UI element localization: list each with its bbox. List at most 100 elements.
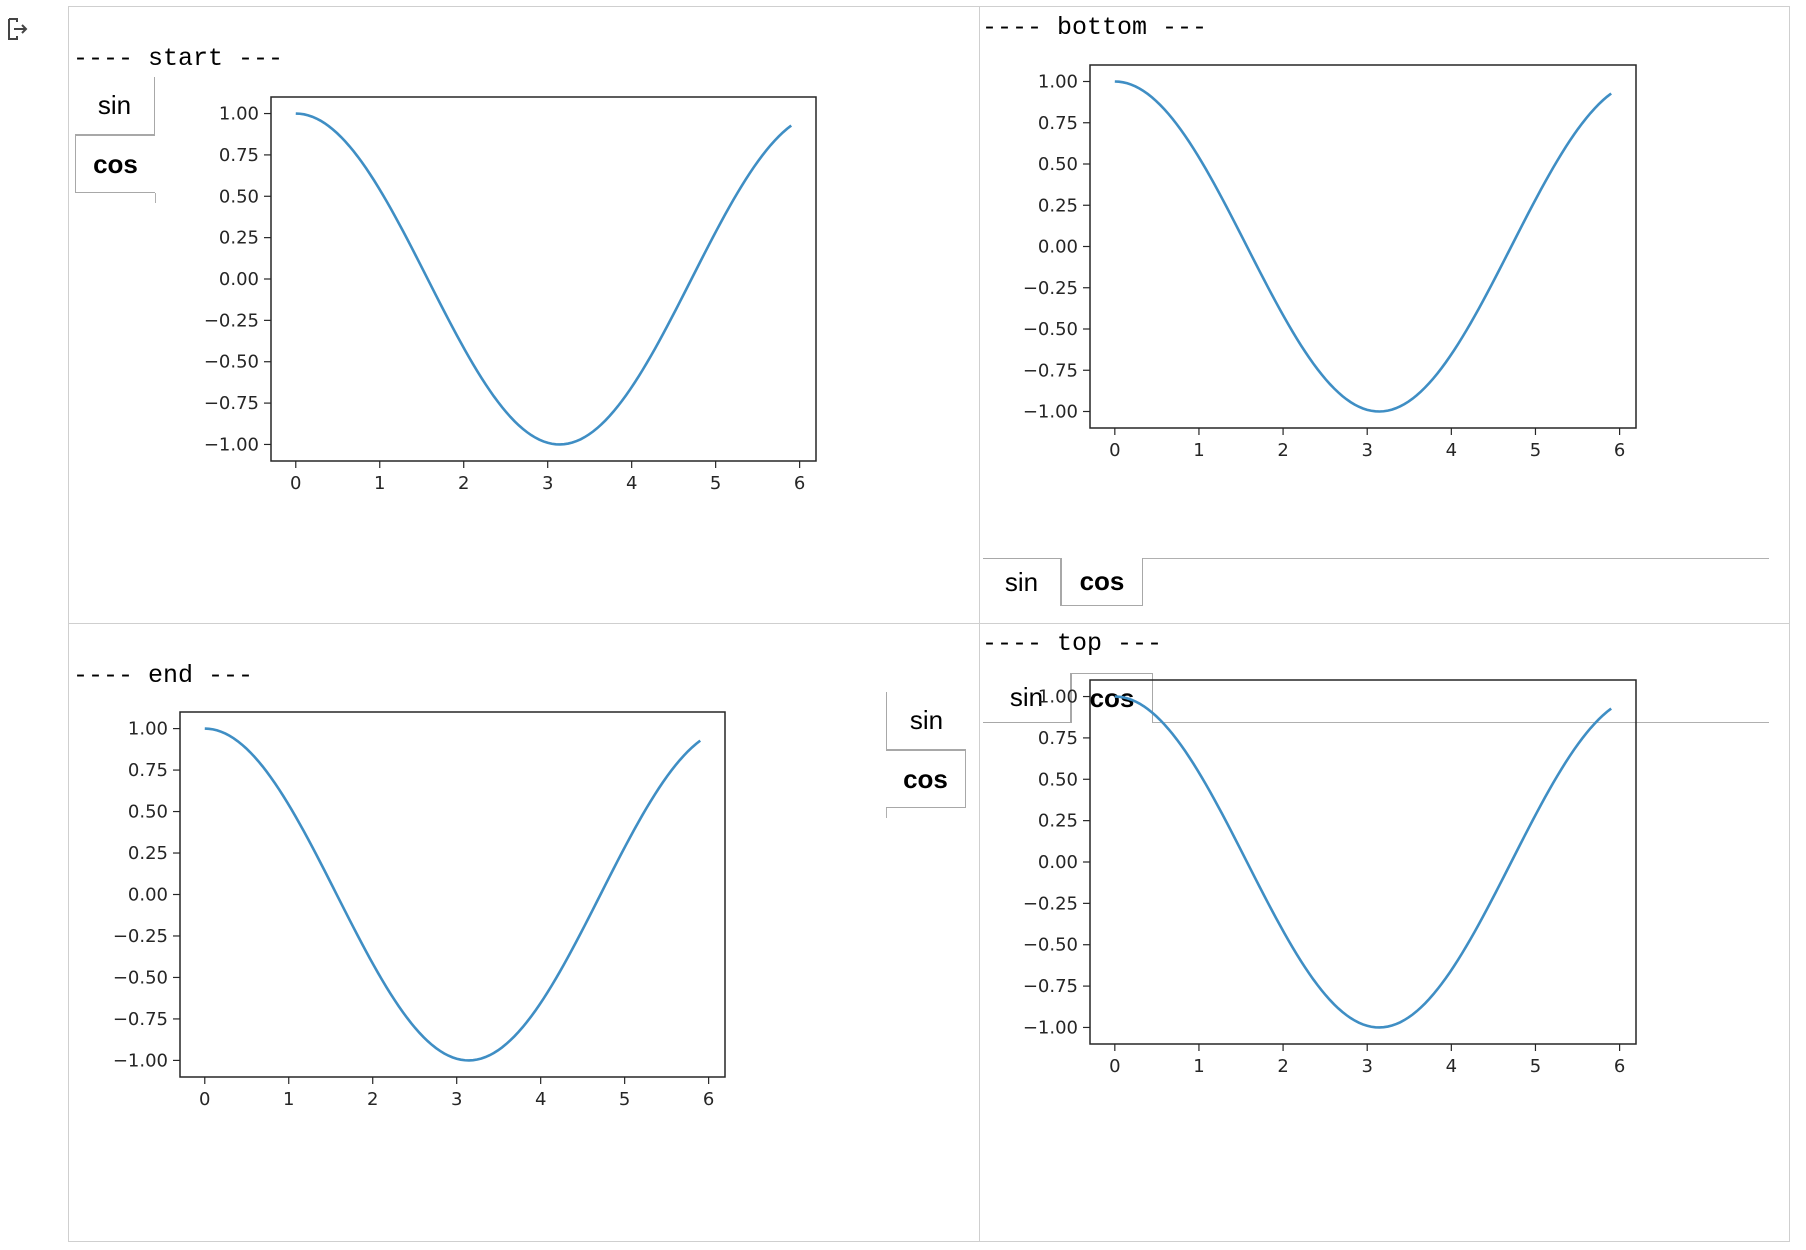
- x-tick-label: 6: [703, 1089, 714, 1110]
- y-tick-label: −0.50: [1023, 319, 1078, 340]
- grid-divider-horizontal: [68, 623, 1790, 624]
- caption-start: ---- start ---: [73, 44, 284, 73]
- y-tick-label: 0.25: [1038, 811, 1078, 832]
- y-tick-label: 0.00: [128, 885, 168, 906]
- x-tick-label: 5: [710, 473, 721, 494]
- x-tick-label: 3: [542, 473, 553, 494]
- y-tick-label: −0.50: [113, 967, 168, 988]
- chart-bottom-group: 0 1 2 3 4 5 6 1.00 0.75 0.50 0.25 0.00 −0.25 −0.50 −0.…: [1023, 64, 1637, 461]
- x-tick-label: 2: [1277, 440, 1288, 461]
- y-tick-label: 0.50: [128, 802, 168, 823]
- y-tick-label: 0.00: [1038, 852, 1078, 873]
- y-tick-label: 0.25: [219, 228, 259, 249]
- x-tick-label: 1: [283, 1089, 294, 1110]
- y-tick-label: −0.25: [1023, 278, 1078, 299]
- x-tick-label: 3: [451, 1089, 462, 1110]
- x-tick-label: 4: [626, 473, 637, 494]
- y-tick-label: −0.75: [204, 393, 259, 414]
- x-tick-label: 2: [458, 473, 469, 494]
- series-line-cos: [1114, 80, 1612, 413]
- tab-end-sin[interactable]: sin: [886, 692, 966, 750]
- x-tick-label: 4: [535, 1089, 546, 1110]
- tab-top-cos[interactable]: cos: [1071, 673, 1153, 723]
- x-tick-label: 1: [1193, 1056, 1204, 1077]
- x-tick-label: 6: [1614, 1056, 1625, 1077]
- panel-start: ---- start --- sin cos 0 1 2 3 4 5 6 1.00 0.75 0.…: [69, 7, 978, 622]
- tab-bottom-rail: [1143, 558, 1769, 559]
- y-tick-label: 0.50: [1038, 769, 1078, 790]
- y-tick-label: 0.75: [128, 760, 168, 781]
- tab-bottom-cos[interactable]: cos: [1061, 558, 1143, 606]
- output-grid: [68, 6, 1790, 1242]
- y-tick-label: −0.75: [113, 1009, 168, 1030]
- x-tick-label: 0: [1109, 440, 1120, 461]
- x-tick-label: 0: [290, 473, 301, 494]
- panel-top: ---- top --- sin cos 0 1 2 3 4 5 6 1.00 0.75 0.50…: [980, 624, 1789, 1241]
- chart-top: 0 1 2 3 4 5 6 1.00 0.75 0.50 0.25 0.00 −0.25 −0.50 −0.…: [1023, 679, 1637, 1077]
- x-tick-label: 4: [1446, 440, 1457, 461]
- y-tick-label: −0.50: [1023, 935, 1078, 956]
- chart-top-group: 0 1 2 3 4 5 6 1.00 0.75 0.50 0.25 0.00 −0.25 −0.50 −0.…: [1023, 679, 1637, 1077]
- y-tick-label: −0.50: [204, 352, 259, 373]
- y-tick-label: −1.00: [113, 1050, 168, 1071]
- y-tick-label: 0.00: [1038, 237, 1078, 258]
- x-tick-label: 1: [1193, 440, 1204, 461]
- chart-end-group: 0 1 2 3 4 5 6 1.00 0.75 0.50 0.25 0.00 −0.25 −0.50 −0.…: [113, 711, 726, 1110]
- y-tick-label: −0.75: [1023, 360, 1078, 381]
- y-tick-label: −0.25: [1023, 893, 1078, 914]
- x-tick-label: 2: [1277, 1056, 1288, 1077]
- y-tick-label: 0.75: [219, 145, 259, 166]
- chart-start: 0 1 2 3 4 5 6 1.00 0.75 0.50 0.25 0.00 −0.25 −0.50 −0.…: [204, 96, 817, 494]
- x-tick-label: 3: [1361, 440, 1372, 461]
- caption-top: ---- top ---: [982, 629, 1163, 658]
- chart-start-group: 0 1 2 3 4 5 6 1.00 0.75 0.50 0.25 0.00 −0.25 −0.50 −0.…: [204, 96, 817, 494]
- x-tick-label: 4: [1446, 1056, 1457, 1077]
- y-tick-label: 0.25: [128, 843, 168, 864]
- tab-top-sin[interactable]: sin: [983, 673, 1071, 723]
- x-tick-label: 6: [1614, 440, 1625, 461]
- tab-start-divider: [155, 193, 156, 203]
- x-tick-label: 5: [1530, 440, 1541, 461]
- tab-start-cos[interactable]: cos: [75, 135, 155, 193]
- tab-start-sin[interactable]: sin: [75, 77, 155, 135]
- x-tick-label: 5: [1530, 1056, 1541, 1077]
- x-tick-label: 0: [199, 1089, 210, 1110]
- chart-bottom: 0 1 2 3 4 5 6 1.00 0.75 0.50 0.25 0.00 −0.25 −0.50 −0.…: [1023, 64, 1637, 461]
- caption-end: ---- end ---: [73, 661, 254, 690]
- x-tick-label: 3: [1361, 1056, 1372, 1077]
- y-tick-label: 0.00: [219, 269, 259, 290]
- panel-bottom: ---- bottom --- 0 1 2 3 4 5 6 1.00 0.75 0.50 0.25 0…: [980, 7, 1789, 622]
- tab-end-divider: [886, 808, 887, 818]
- y-tick-label: 0.25: [1038, 195, 1078, 216]
- x-tick-label: 6: [794, 473, 805, 494]
- y-tick-label: 1.00: [1038, 72, 1078, 93]
- grid-divider-vertical: [979, 6, 980, 1242]
- x-tick-label: 5: [619, 1089, 630, 1110]
- tab-top-rail: [1153, 722, 1769, 723]
- y-tick-label: 1.00: [1038, 687, 1078, 708]
- y-tick-label: −0.75: [1023, 976, 1078, 997]
- y-tick-label: 0.75: [1038, 728, 1078, 749]
- caption-bottom: ---- bottom ---: [982, 13, 1208, 42]
- y-tick-label: −0.25: [204, 310, 259, 331]
- y-tick-label: 1.00: [128, 719, 168, 740]
- y-tick-label: 1.00: [219, 104, 259, 125]
- chart-end: 0 1 2 3 4 5 6 1.00 0.75 0.50 0.25 0.00 −0.25 −0.50 −0.…: [113, 711, 726, 1110]
- tab-end-cos[interactable]: cos: [886, 750, 966, 808]
- y-tick-label: −1.00: [1023, 402, 1078, 423]
- output-redirect-icon: [8, 18, 28, 40]
- y-tick-label: 0.50: [1038, 154, 1078, 175]
- y-tick-label: −0.25: [113, 926, 168, 947]
- y-tick-label: 0.50: [219, 186, 259, 207]
- y-tick-label: −1.00: [204, 434, 259, 455]
- x-tick-label: 1: [374, 473, 385, 494]
- y-tick-label: −1.00: [1023, 1017, 1078, 1038]
- panel-end: ---- end --- 0 1 2 3 4 5 6 1.00 0.75 0.50 0.25 0.00…: [69, 624, 978, 1241]
- x-tick-label: 0: [1109, 1056, 1120, 1077]
- x-tick-label: 2: [367, 1089, 378, 1110]
- series-line-cos: [1114, 695, 1612, 1029]
- series-line-cos: [204, 727, 702, 1062]
- series-line-cos: [295, 112, 793, 446]
- y-tick-label: 0.75: [1038, 113, 1078, 134]
- tab-bottom-sin[interactable]: sin: [983, 558, 1061, 606]
